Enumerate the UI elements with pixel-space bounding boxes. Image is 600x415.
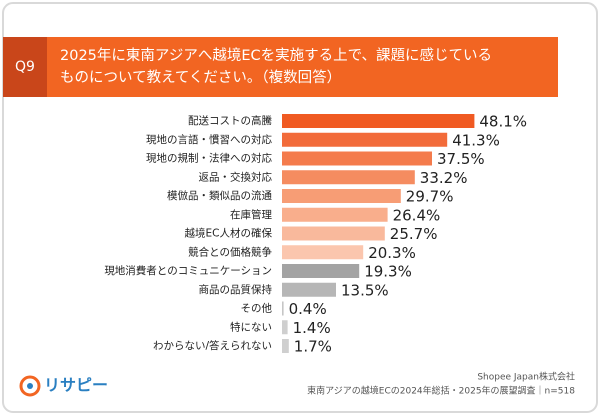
company: Shopee Japan株式会社 <box>477 371 575 383</box>
value-label: 37.5% <box>437 150 485 168</box>
bar <box>282 264 360 278</box>
bar <box>282 132 448 147</box>
category-label: 在庫管理 <box>230 208 272 221</box>
value-label: 1.7% <box>294 338 332 356</box>
bar <box>282 189 401 203</box>
logo-icon <box>19 375 41 397</box>
category-label: 商品の品質保持 <box>199 283 273 296</box>
source: 東南アジアの越境ECの2024年総括・2025年の展望調査｜n=518 <box>307 385 575 397</box>
category-label: 配送コストの高騰 <box>188 114 272 127</box>
question-box <box>3 37 47 97</box>
category-label: 現地の規制・法律への対応 <box>146 152 272 165</box>
category-label: 現地の言語・慣習への対応 <box>146 133 272 146</box>
value-label: 33.2% <box>420 169 468 187</box>
category-label: 返品・交換対応 <box>199 170 273 183</box>
bar <box>282 282 336 297</box>
title-line: ものについて教えてください。（複数回答） <box>60 69 341 86</box>
header-banner <box>3 37 558 97</box>
value-label: 29.7% <box>406 188 454 206</box>
category-label: 特にない <box>230 321 272 333</box>
bar <box>282 114 475 128</box>
category-label: 現地消費者とのコミュニケーション <box>104 264 272 277</box>
bar <box>282 320 288 335</box>
value-label: 19.3% <box>364 263 412 281</box>
bar <box>282 170 415 185</box>
value-label: 1.4% <box>293 319 331 337</box>
bar <box>282 207 388 222</box>
bar <box>282 339 289 353</box>
question-number: Q9 <box>15 59 35 75</box>
logo: リサピー <box>44 376 108 395</box>
value-label: 20.3% <box>368 244 416 262</box>
category-label: わからない/答えられない <box>153 339 272 352</box>
category-label: その他 <box>241 302 273 315</box>
value-label: 13.5% <box>341 281 389 299</box>
value-label: 0.4% <box>289 300 327 318</box>
bar <box>282 226 385 241</box>
value-label: 26.4% <box>393 206 441 224</box>
category-label: 競合との価格競争 <box>188 245 272 258</box>
category-label: 越境EC人材の確保 <box>185 227 273 240</box>
title-line: 2025年に東南アジアへ越境ECを実施する上で、課題に感じている <box>60 46 492 64</box>
bar <box>282 245 364 260</box>
logo-icon-dot <box>27 383 33 389</box>
value-label: 41.3% <box>452 131 500 149</box>
value-label: 25.7% <box>390 225 438 243</box>
bar <box>282 301 284 316</box>
category-label: 模倣品・類似品の流通 <box>167 189 272 202</box>
value-label: 48.1% <box>479 113 527 131</box>
bar <box>282 151 432 166</box>
